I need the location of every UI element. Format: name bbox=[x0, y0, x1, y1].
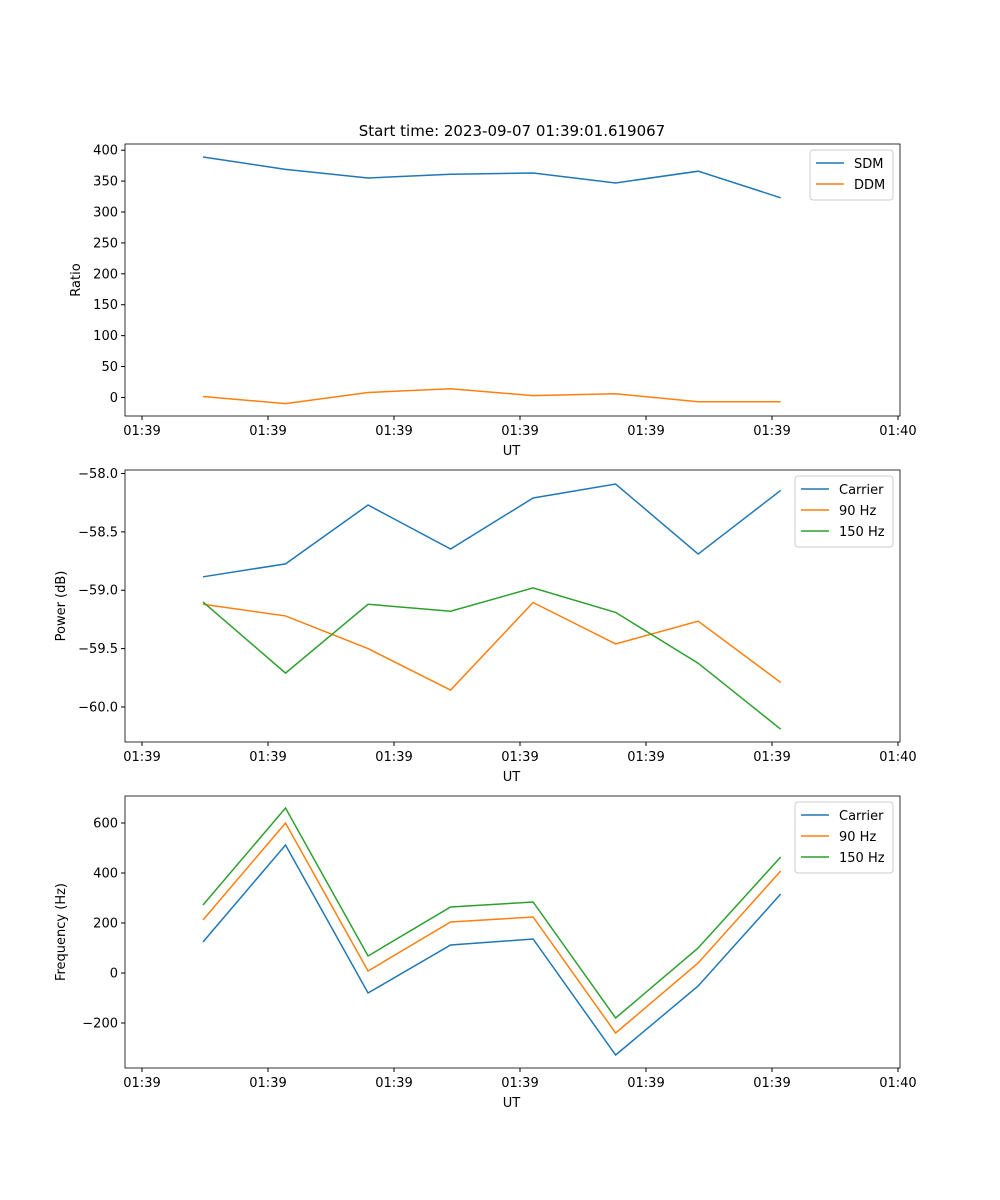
x-tick-label: 01:39 bbox=[627, 1076, 664, 1091]
y-tick-label: 400 bbox=[93, 867, 118, 882]
y-tick-label: 250 bbox=[93, 236, 118, 251]
legend-label: Carrier bbox=[839, 809, 884, 824]
y-tick-label: 300 bbox=[93, 206, 118, 221]
y-tick-label: 600 bbox=[93, 817, 118, 832]
y-tick-label: −60.0 bbox=[78, 700, 118, 715]
x-tick-label: 01:40 bbox=[879, 424, 916, 439]
y-axis-label: Ratio bbox=[69, 263, 84, 296]
legend-label: 150 Hz bbox=[839, 851, 885, 866]
x-tick-label: 01:39 bbox=[501, 1076, 538, 1091]
y-tick-label: −200 bbox=[82, 1017, 118, 1032]
x-tick-label: 01:39 bbox=[123, 1076, 160, 1091]
legend-label: DDM bbox=[854, 178, 885, 193]
legend-label: Carrier bbox=[839, 483, 884, 498]
legend: Carrier 90 Hz 150 Hz bbox=[794, 475, 894, 548]
x-tick-label: 01:39 bbox=[249, 1076, 286, 1091]
y-axis-label: Frequency (Hz) bbox=[54, 883, 69, 981]
y-tick-label: 200 bbox=[93, 917, 118, 932]
y-axis-label: Power (dB) bbox=[54, 571, 69, 642]
y-tick-label: 350 bbox=[93, 175, 118, 190]
x-tick-label: 01:39 bbox=[123, 750, 160, 765]
series-line-ddm bbox=[202, 388, 781, 405]
x-tick-label: 01:39 bbox=[375, 424, 412, 439]
y-tick-label: 50 bbox=[101, 360, 118, 375]
legend-label: 90 Hz bbox=[839, 504, 876, 519]
x-tick-label: 01:39 bbox=[753, 1076, 790, 1091]
x-tick-label: 01:39 bbox=[375, 1076, 412, 1091]
x-axis-label: UT bbox=[503, 444, 521, 459]
y-tick-label: −59.5 bbox=[78, 642, 118, 657]
series-line-90-hz bbox=[202, 601, 782, 691]
legend-label: 150 Hz bbox=[839, 525, 885, 540]
axes-frame bbox=[124, 795, 901, 1069]
x-axis-label: UT bbox=[503, 770, 521, 785]
series-line-sdm bbox=[202, 156, 781, 199]
y-tick-label: 400 bbox=[93, 144, 118, 159]
series-line-carrier bbox=[202, 843, 782, 1057]
x-tick-label: 01:39 bbox=[627, 424, 664, 439]
x-tick-label: 01:39 bbox=[249, 750, 286, 765]
x-tick-label: 01:39 bbox=[123, 424, 160, 439]
series-line-150-hz bbox=[202, 587, 782, 730]
x-tick-label: 01:39 bbox=[501, 750, 538, 765]
subplot-1: 01:39 01:39 01:39 01:39 01:39 01:39 01:40 0 50 10… bbox=[69, 143, 917, 459]
y-tick-label: −59.0 bbox=[78, 584, 118, 599]
legend-label: SDM bbox=[854, 157, 883, 172]
y-tick-label: 0 bbox=[110, 967, 118, 982]
axes-frame bbox=[124, 143, 901, 417]
legend-label: 90 Hz bbox=[839, 830, 876, 845]
axes-frame bbox=[124, 469, 901, 743]
x-tick-label: 01:39 bbox=[627, 750, 664, 765]
y-tick-label: −58.5 bbox=[78, 525, 118, 540]
x-tick-label: 01:39 bbox=[501, 424, 538, 439]
chart-title: Start time: 2023-09-07 01:39:01.619067 bbox=[359, 122, 665, 140]
y-tick-label: 0 bbox=[110, 391, 118, 406]
x-tick-label: 01:39 bbox=[249, 424, 286, 439]
y-tick-label: 100 bbox=[93, 329, 118, 344]
series-line-150-hz bbox=[202, 806, 782, 1020]
x-tick-label: 01:40 bbox=[879, 750, 916, 765]
subplot-3: 01:39 01:39 01:39 01:39 01:39 01:39 01:40 −200 0… bbox=[54, 795, 917, 1111]
x-axis-label: UT bbox=[503, 1096, 521, 1111]
x-tick-label: 01:40 bbox=[879, 1076, 916, 1091]
y-tick-label: 150 bbox=[93, 298, 118, 313]
subplot-2: 01:39 01:39 01:39 01:39 01:39 01:39 01:40 −60.0… bbox=[54, 467, 917, 785]
series-line-carrier bbox=[202, 483, 782, 578]
y-tick-label: 200 bbox=[93, 267, 118, 282]
series-line-90-hz bbox=[202, 821, 782, 1035]
x-tick-label: 01:39 bbox=[753, 424, 790, 439]
y-tick-label: −58.0 bbox=[78, 467, 118, 482]
legend: SDM DDM bbox=[809, 149, 894, 201]
legend: Carrier 90 Hz 150 Hz bbox=[794, 801, 894, 874]
x-tick-label: 01:39 bbox=[753, 750, 790, 765]
x-tick-label: 01:39 bbox=[375, 750, 412, 765]
